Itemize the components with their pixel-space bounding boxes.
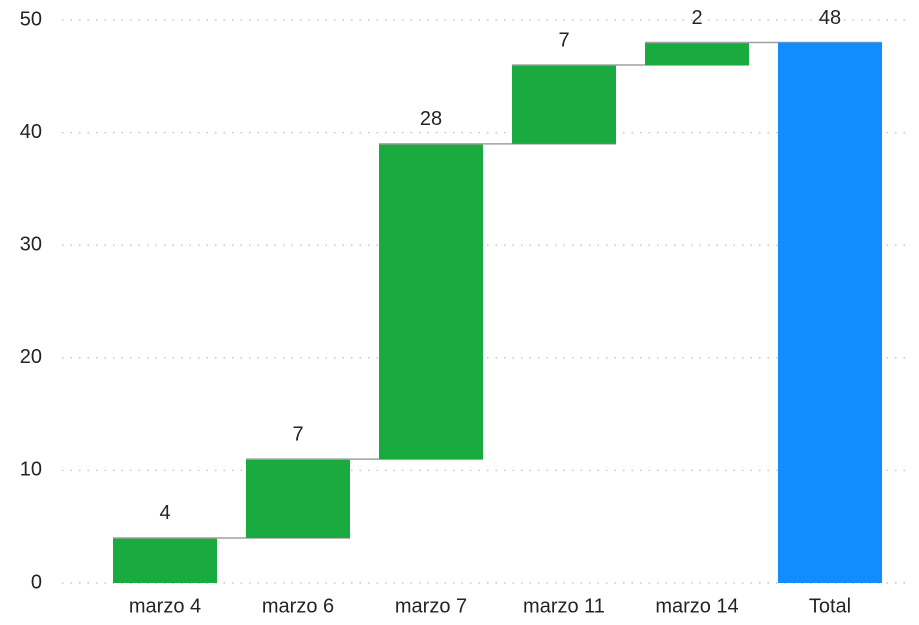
data-label: 7 [558, 29, 569, 51]
data-label: 48 [819, 7, 841, 29]
total-bar [778, 42, 882, 583]
bar [379, 143, 483, 460]
data-label: 4 [159, 502, 170, 524]
x-tick-label: marzo 7 [395, 595, 467, 617]
bar [645, 42, 749, 66]
x-tick-label: marzo 4 [129, 595, 201, 617]
y-tick-label: 0 [31, 571, 42, 593]
x-tick-label: marzo 11 [523, 595, 605, 617]
bar [246, 459, 350, 538]
data-label: 28 [420, 108, 442, 130]
bar [113, 537, 217, 583]
y-tick-label: 20 [20, 346, 42, 368]
bar [512, 65, 616, 144]
x-tick-label: marzo 6 [262, 595, 334, 617]
y-tick-label: 40 [20, 121, 42, 143]
x-tick-label: marzo 14 [655, 595, 738, 617]
data-label: 2 [691, 7, 702, 29]
y-tick-label: 50 [20, 8, 42, 30]
y-tick-label: 10 [20, 459, 42, 481]
y-tick-label: 30 [20, 233, 42, 255]
x-tick-label: Total [809, 595, 851, 617]
data-label: 7 [292, 423, 303, 445]
